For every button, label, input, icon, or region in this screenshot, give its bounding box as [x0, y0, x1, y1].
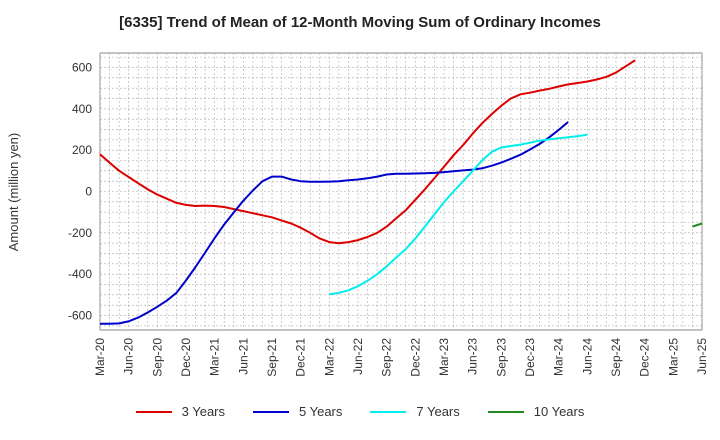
series-line-5-years	[100, 121, 569, 325]
x-tick-label: Dec-22	[408, 338, 422, 377]
legend-label-7-years: 7 Years	[416, 404, 460, 419]
x-tick-label: Dec-23	[523, 338, 537, 377]
legend-item-3-years: 3 Years	[135, 404, 225, 419]
x-tick-label: Dec-21	[294, 338, 308, 377]
legend-swatch-5-years	[253, 410, 289, 413]
x-tick-label: Mar-25	[666, 338, 680, 376]
y-tick-label: 400	[72, 102, 92, 116]
series-line-10-years	[692, 222, 703, 228]
series-lines	[99, 59, 703, 325]
series-line-3-years	[99, 59, 636, 245]
x-tick-label: Jun-25	[695, 338, 709, 375]
x-tick-label: Jun-24	[580, 338, 594, 375]
legend-item-7-years: 7 Years	[370, 404, 460, 419]
x-tick-label: Jun-20	[122, 338, 136, 375]
legend-item-10-years: 10 Years	[487, 404, 585, 419]
x-tick-label: Sep-20	[150, 338, 164, 377]
x-tick-label: Sep-21	[265, 338, 279, 377]
legend-label-10-years: 10 Years	[533, 404, 585, 419]
x-tick-label: Mar-24	[552, 338, 566, 376]
x-tick-label: Sep-24	[609, 338, 623, 377]
y-axis-label: Amount (million yen)	[6, 133, 21, 252]
legend-label-5-years: 5 Years	[299, 404, 343, 419]
y-tick-labels: -600 -400 -200 0 200 400 600	[68, 60, 92, 322]
y-tick-label: 200	[72, 143, 92, 157]
series-line-7-years	[329, 133, 588, 296]
legend-swatch-10-years	[487, 410, 524, 413]
x-tick-label: Sep-23	[494, 338, 508, 377]
x-tick-label: Mar-21	[208, 338, 222, 376]
legend-swatch-3-years	[135, 410, 172, 413]
x-tick-label: Jun-23	[466, 338, 480, 375]
x-tick-label: Dec-20	[179, 338, 193, 377]
x-tick-label: Mar-22	[322, 338, 336, 376]
x-tick-label: Mar-23	[437, 338, 451, 376]
y-tick-label: -200	[68, 226, 92, 240]
y-tick-label: -400	[68, 267, 92, 281]
y-tick-label: -600	[68, 309, 92, 323]
chart-title: [6335] Trend of Mean of 12-Month Moving …	[119, 14, 601, 31]
legend-label-3-years: 3 Years	[181, 404, 225, 419]
x-tick-labels: Mar-20 Jun-20 Sep-20 Dec-20 Mar-21 Jun-21 Sep-…	[93, 338, 709, 377]
x-tick-label: Mar-20	[93, 338, 107, 376]
legend: 3 Years 5 Years 7 Years 10 Years	[0, 404, 720, 419]
x-tick-label: Jun-22	[351, 338, 365, 375]
legend-item-5-years: 5 Years	[253, 404, 342, 419]
legend-swatch-7-years	[370, 410, 407, 413]
x-tick-label: Sep-22	[380, 338, 394, 377]
y-tick-label: 600	[72, 60, 92, 74]
x-tick-label: Dec-24	[638, 338, 652, 377]
x-tick-label: Jun-21	[236, 338, 250, 375]
y-tick-label: 0	[85, 185, 92, 199]
